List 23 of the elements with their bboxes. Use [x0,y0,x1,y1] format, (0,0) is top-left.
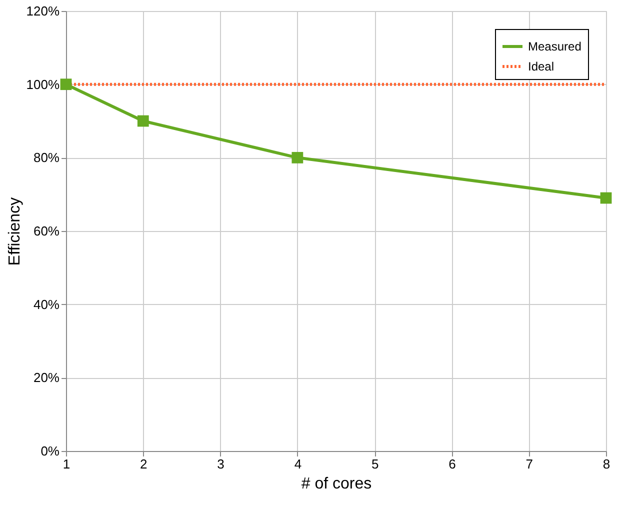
y-tick-label: 20% [33,370,60,386]
y-tick-label: 120% [26,4,60,18]
legend-label: Measured [528,40,582,54]
y-tick-label: 100% [26,76,60,92]
y-axis-title: Efficiency [6,197,24,266]
x-tick-label: 3 [217,456,224,472]
y-tick-label: 80% [33,150,60,166]
y-tick-label: 60% [33,224,60,238]
legend-label: Ideal [528,60,554,74]
x-tick-label: 5 [371,456,379,472]
x-tick-label: 2 [140,456,148,472]
y-tick-label: 40% [33,296,60,312]
x-axis-title: # of cores [301,476,372,492]
point [292,152,304,164]
point [60,78,72,90]
point [137,115,149,127]
point [600,192,612,204]
x-tick-label: 7 [526,456,533,472]
x-tick-label: 1 [62,456,70,472]
x-tick-label: 6 [448,456,456,472]
x-tick-label: 4 [294,456,302,472]
y-tick-label: 0% [40,444,60,458]
x-tick-label: 8 [602,456,610,472]
